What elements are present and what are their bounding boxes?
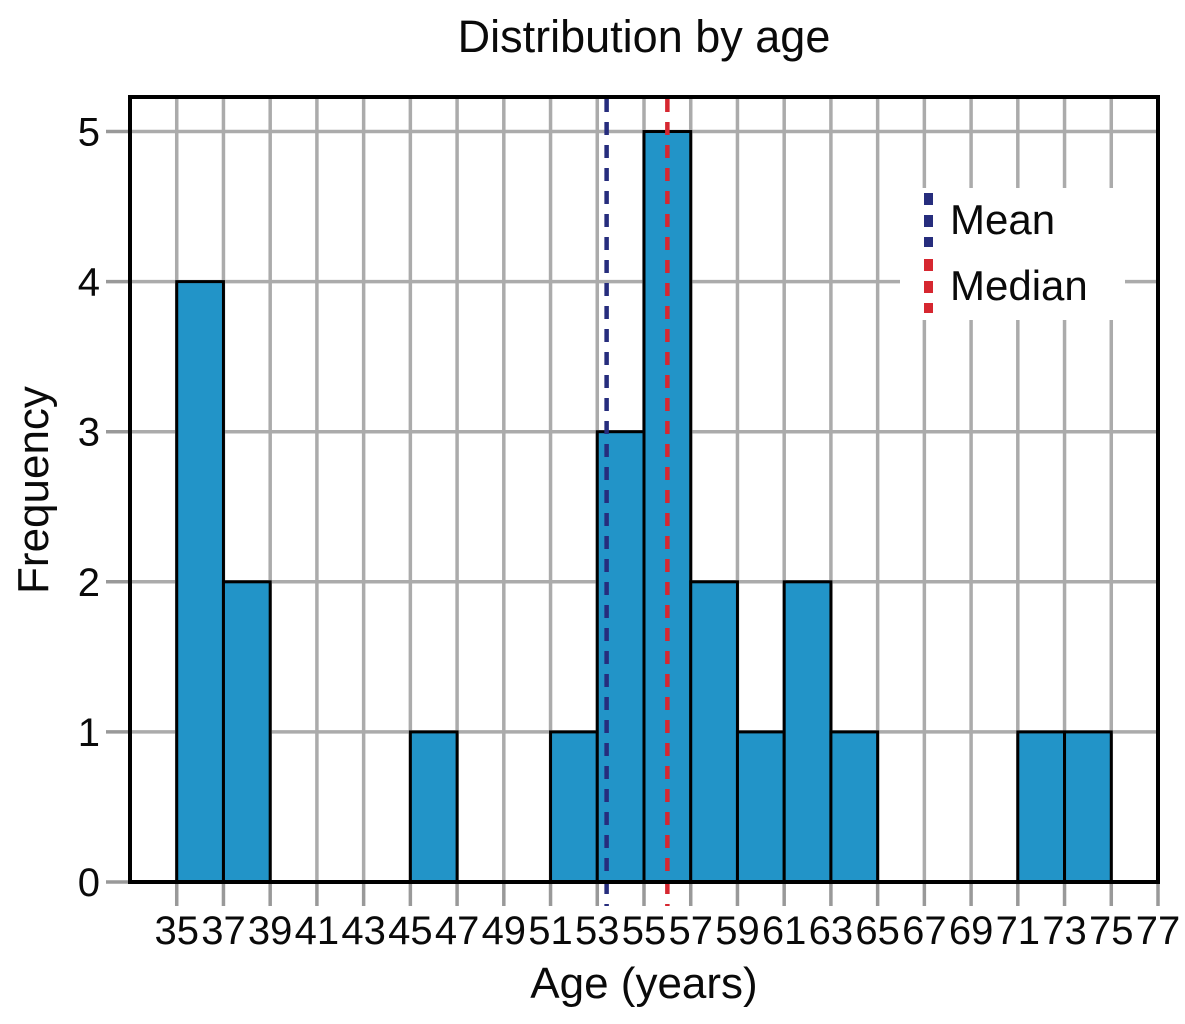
x-tick-label: 75: [1089, 909, 1134, 953]
histogram-bar: [782, 580, 833, 884]
x-tick-label: 69: [949, 909, 994, 953]
histogram-bar: [735, 730, 786, 884]
y-axis-label: Frequency: [9, 386, 58, 594]
histogram-bar: [829, 730, 880, 884]
y-tick-label: 3: [78, 411, 100, 455]
x-tick-label: 63: [809, 909, 854, 953]
histogram-bar: [689, 580, 739, 884]
legend: Mean Median: [900, 188, 1125, 320]
legend-label-median: Median: [950, 262, 1088, 309]
histogram-bar: [221, 580, 272, 884]
mean-line-swatch: [924, 193, 933, 247]
legend-item-mean: Mean: [924, 192, 1125, 248]
x-axis-label: Age (years): [530, 959, 758, 1008]
median-line-swatch: [924, 259, 933, 313]
x-tick-label: 55: [622, 909, 667, 953]
x-tick-label: 39: [248, 909, 293, 953]
x-tick-label: 49: [482, 909, 527, 953]
histogram-bar: [549, 730, 599, 884]
axes-spines: [128, 95, 1160, 884]
y-tick-label: 2: [78, 561, 100, 605]
x-tick-label: 67: [902, 909, 947, 953]
x-tick-label: 71: [996, 909, 1041, 953]
x-tick-label: 47: [435, 909, 480, 953]
histogram-bar: [1063, 730, 1113, 884]
x-tick-label: 73: [1042, 909, 1087, 953]
y-tick-label: 4: [78, 261, 100, 305]
x-tick-label: 65: [855, 909, 900, 953]
legend-item-median: Median: [924, 258, 1125, 314]
histogram-bar: [408, 730, 459, 884]
x-tick-label: 61: [762, 909, 807, 953]
x-tick-label: 45: [388, 909, 433, 953]
x-tick-label: 41: [295, 909, 340, 953]
y-tick-label: 5: [78, 111, 100, 155]
x-tick-label: 77: [1136, 909, 1181, 953]
x-tick-label: 43: [341, 909, 386, 953]
x-tick-label: 35: [154, 909, 199, 953]
histogram-bar: [595, 430, 646, 884]
histogram-bar: [175, 280, 225, 884]
y-tick-label: 0: [78, 861, 100, 905]
x-tick-label: 51: [528, 909, 573, 953]
legend-label-mean: Mean: [950, 196, 1056, 243]
histogram-bar: [642, 130, 693, 884]
chart-title: Distribution by age: [457, 11, 831, 62]
y-tick-label: 1: [78, 711, 100, 755]
x-tick-label: 53: [575, 909, 620, 953]
histogram-bar: [1016, 730, 1067, 884]
x-tick-label: 57: [668, 909, 713, 953]
x-tick-label: 37: [201, 909, 246, 953]
x-tick-label: 59: [715, 909, 760, 953]
